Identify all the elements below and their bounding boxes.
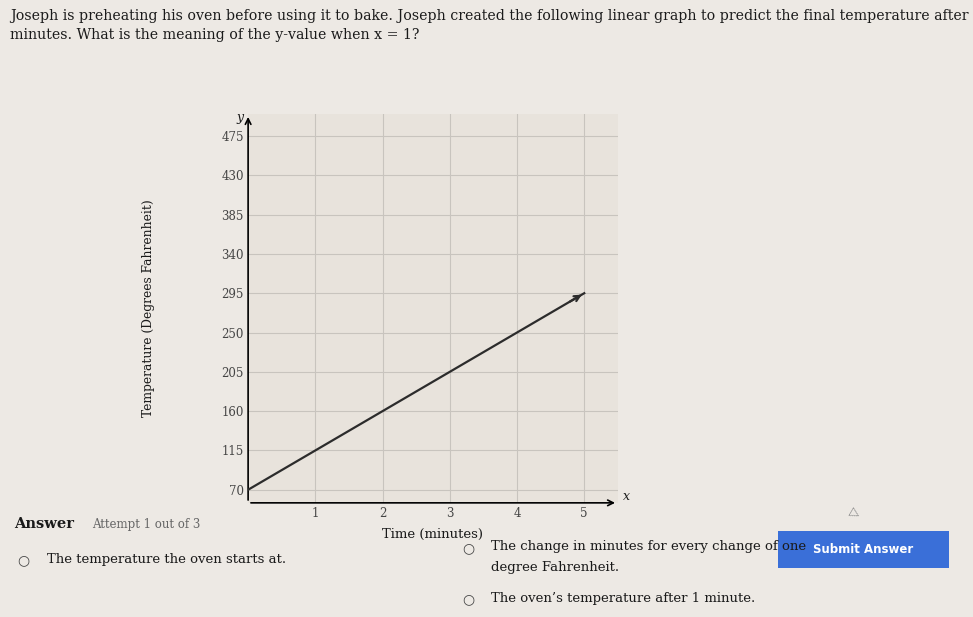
Text: Time (minutes): Time (minutes) <box>382 528 484 541</box>
Text: Joseph is preheating his oven before using it to bake. Joseph created the follow: Joseph is preheating his oven before usi… <box>10 9 973 23</box>
Text: ○: ○ <box>18 553 29 568</box>
Text: The temperature the oven starts at.: The temperature the oven starts at. <box>47 553 286 566</box>
Text: Submit Answer: Submit Answer <box>813 542 914 556</box>
Text: y: y <box>236 111 243 124</box>
Text: ○: ○ <box>462 541 474 555</box>
Text: Attempt 1 out of 3: Attempt 1 out of 3 <box>92 518 200 531</box>
Text: x: x <box>624 491 631 503</box>
Text: minutes. What is the meaning of the y-value when x = 1?: minutes. What is the meaning of the y-va… <box>10 28 419 42</box>
Text: Temperature (Degrees Fahrenheit): Temperature (Degrees Fahrenheit) <box>142 200 155 417</box>
Text: The change in minutes for every change of one: The change in minutes for every change o… <box>491 540 807 553</box>
Text: The oven’s temperature after 1 minute.: The oven’s temperature after 1 minute. <box>491 592 756 605</box>
Text: Answer: Answer <box>15 516 75 531</box>
Text: ▷: ▷ <box>847 505 862 521</box>
Text: ○: ○ <box>462 592 474 607</box>
Text: degree Fahrenheit.: degree Fahrenheit. <box>491 561 620 574</box>
